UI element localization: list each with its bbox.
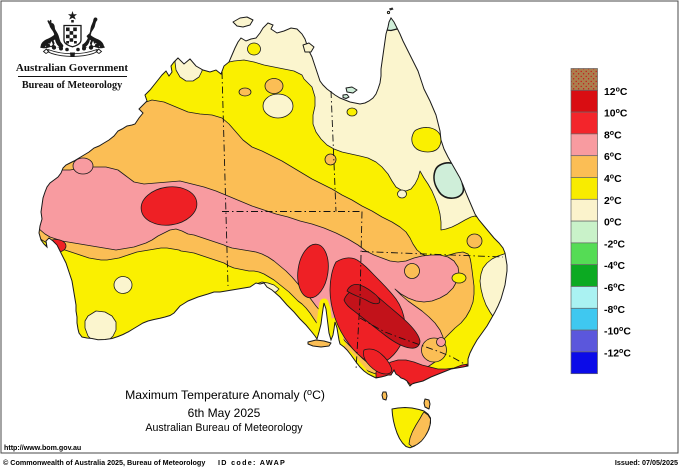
svg-text:0oC: 0oC [604,217,622,229]
svg-text:2oC: 2oC [604,195,622,207]
svg-text:http://www.bom.gov.au: http://www.bom.gov.au [4,444,81,452]
svg-text:ID code: AWAP: ID code: AWAP [218,458,286,467]
svg-text:-6oC: -6oC [604,283,626,295]
svg-text:© Commonwealth of Australia 20: © Commonwealth of Australia 2025, Bureau… [3,458,205,467]
svg-text:-4oC: -4oC [604,261,626,273]
svg-text:-8oC: -8oC [604,304,626,316]
svg-text:10oC: 10oC [604,108,628,120]
svg-text:Issued: 07/05/2025: Issued: 07/05/2025 [615,458,678,467]
svg-text:-12oC: -12oC [604,348,631,360]
svg-text:Australian Government: Australian Government [16,62,128,74]
svg-text:4oC: 4oC [604,174,622,186]
svg-text:6th May 2025: 6th May 2025 [188,406,261,420]
svg-text:8oC: 8oC [604,130,622,142]
svg-text:12oC: 12oC [604,86,628,98]
svg-text:-10oC: -10oC [604,326,631,338]
svg-text:6oC: 6oC [604,152,622,164]
svg-text:Australian Bureau of Meteorolo: Australian Bureau of Meteorology [145,422,303,434]
svg-text:-2oC: -2oC [604,239,626,251]
svg-text:Maximum Temperature Anomaly (o: Maximum Temperature Anomaly (oC) [125,387,325,402]
svg-text:Bureau of Meteorology: Bureau of Meteorology [22,80,122,91]
